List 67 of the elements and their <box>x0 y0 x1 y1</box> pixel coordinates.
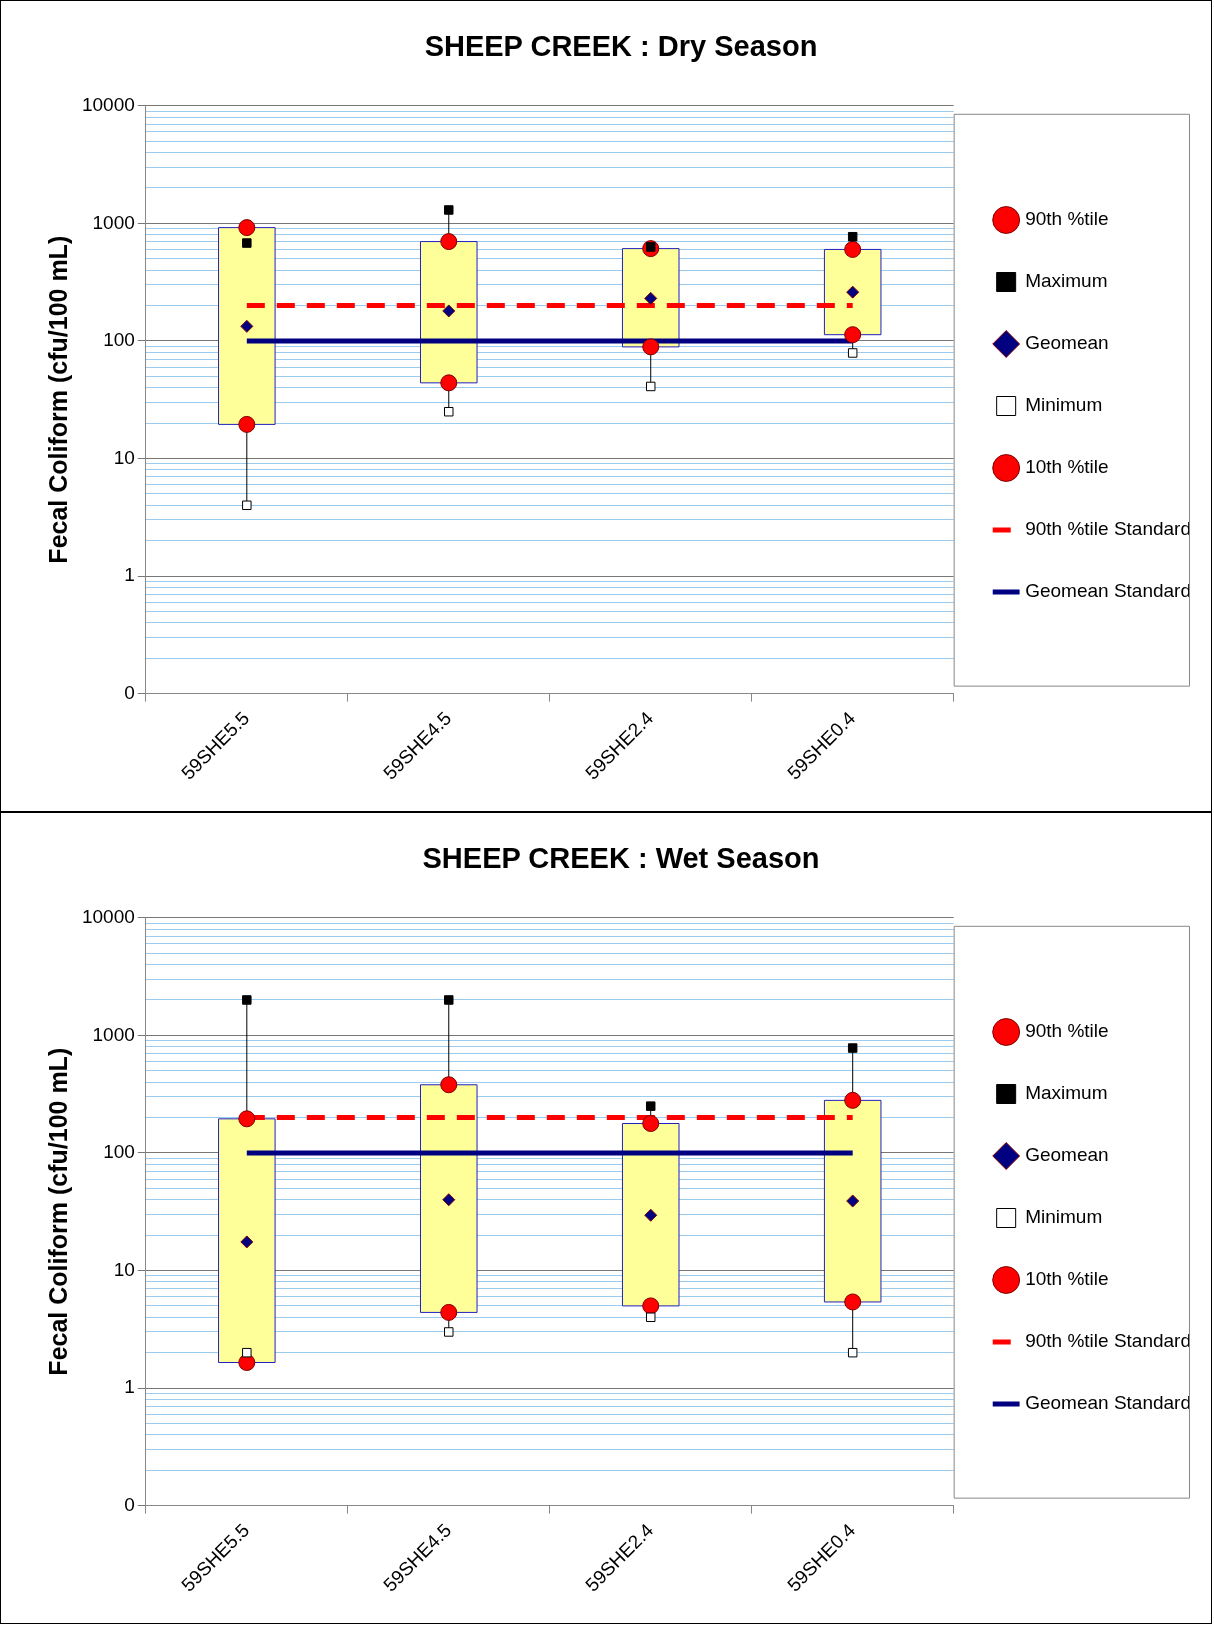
point <box>240 319 254 333</box>
legend-label: Minimum <box>1025 394 1103 416</box>
point <box>844 1293 862 1311</box>
legend-label: Geomean <box>1025 1144 1109 1166</box>
point <box>440 233 458 251</box>
legend-label: 10th %tile <box>1025 456 1109 478</box>
point <box>242 500 252 511</box>
y-axis-title: Fecal Coliform (cfu/100 mL) <box>43 235 72 564</box>
point <box>847 1043 858 1053</box>
point <box>642 1114 660 1132</box>
point <box>644 291 658 305</box>
legend-label: Geomean Standard <box>1025 1392 1192 1414</box>
point <box>444 406 454 417</box>
legend-label: 90th %tile <box>1025 208 1109 230</box>
point <box>442 1193 456 1207</box>
y-tick-label: 1 <box>124 564 135 586</box>
legend-label: Geomean <box>1025 332 1109 354</box>
point <box>440 374 458 392</box>
point <box>644 1208 658 1222</box>
point <box>444 995 454 1005</box>
chart-title: SHEEP CREEK : Wet Season <box>422 842 820 875</box>
y-tick-label: 1000 <box>92 211 135 233</box>
point <box>847 231 858 242</box>
legend-label: Minimum <box>1025 1206 1103 1228</box>
legend-label: Maximum <box>1025 270 1108 292</box>
point <box>238 1110 256 1128</box>
chart-title: SHEEP CREEK : Dry Season <box>424 30 818 63</box>
point <box>242 238 252 248</box>
point <box>440 1076 458 1094</box>
point <box>442 304 456 318</box>
point <box>238 415 256 433</box>
point <box>846 285 860 299</box>
point <box>844 240 862 258</box>
y-tick-label: 10 <box>113 1258 135 1280</box>
point <box>444 205 454 215</box>
point <box>242 1347 252 1358</box>
y-tick-label: 1 <box>124 1376 135 1398</box>
point <box>645 381 656 392</box>
point <box>844 1091 862 1109</box>
legend-label: 90th %tile Standard <box>1025 518 1192 540</box>
point <box>846 1194 860 1208</box>
point <box>847 348 858 358</box>
point <box>642 338 660 356</box>
point <box>444 1327 454 1337</box>
point <box>440 1303 458 1321</box>
point <box>238 219 256 237</box>
y-tick-label: 10000 <box>81 906 135 928</box>
y-tick-label: 0 <box>124 681 135 703</box>
y-tick-label: 100 <box>103 1141 135 1163</box>
point <box>844 326 862 344</box>
legend-label: 90th %tile Standard <box>1025 1330 1192 1352</box>
point <box>645 1312 656 1323</box>
legend-label: Geomean Standard <box>1025 580 1192 602</box>
y-tick-label: 1000 <box>92 1023 135 1045</box>
y-tick-label: 10 <box>113 446 135 468</box>
point <box>242 995 252 1005</box>
y-tick-label: 0 <box>124 1493 135 1515</box>
legend-label: 10th %tile <box>1025 1268 1109 1290</box>
y-tick-label: 100 <box>103 329 135 351</box>
point <box>645 1101 656 1111</box>
legend-label: 90th %tile <box>1025 1020 1109 1042</box>
point <box>847 1347 858 1358</box>
legend-label: Maximum <box>1025 1082 1108 1104</box>
y-axis-title: Fecal Coliform (cfu/100 mL) <box>43 1047 72 1376</box>
y-tick-label: 10000 <box>81 94 135 116</box>
point <box>240 1235 254 1249</box>
point <box>642 1297 660 1315</box>
